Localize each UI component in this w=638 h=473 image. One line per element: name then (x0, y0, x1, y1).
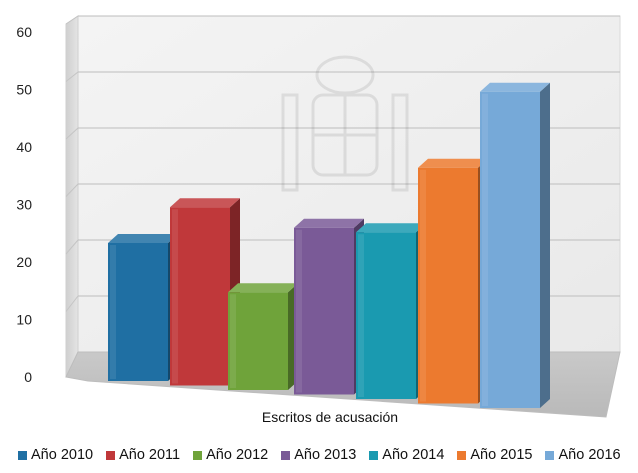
bar-top (356, 223, 426, 233)
bar-highlight (296, 229, 302, 393)
bar-highlight (110, 245, 116, 379)
bar-front (418, 167, 478, 404)
bar-highlight (420, 169, 426, 402)
bar-top (170, 198, 240, 208)
gridline-side (65, 295, 79, 312)
legend-item: Año 2011 (106, 447, 180, 463)
bar-año-2015 (418, 158, 488, 404)
bar-highlight (172, 209, 178, 384)
gridline-side (65, 15, 79, 25)
legend-label: Año 2015 (470, 447, 533, 463)
gridline-side (65, 183, 79, 197)
y-tick-label: 60 (16, 24, 32, 40)
legend-item: Año 2010 (18, 447, 93, 463)
bar-highlight (230, 294, 236, 388)
legend-item: Año 2015 (457, 447, 532, 463)
y-tick-label: 40 (16, 139, 32, 155)
y-tick-label: 50 (16, 82, 32, 98)
y-tick-label: 10 (16, 312, 32, 328)
legend-label: Año 2014 (382, 447, 445, 463)
bar-front (228, 292, 288, 390)
bar-año-2016 (480, 82, 550, 408)
legend-swatch (369, 450, 379, 460)
legend-item: Año 2016 (545, 447, 621, 463)
y-tick-label: 30 (16, 197, 32, 213)
legend-label: Año 2012 (206, 447, 269, 463)
y-tick-label: 20 (16, 254, 32, 270)
bar-side (540, 82, 550, 408)
bar-año-2014 (356, 223, 426, 399)
bar-top (480, 82, 550, 92)
gridline-side (65, 239, 79, 255)
bar-front (480, 91, 540, 408)
legend-label: Año 2010 (31, 447, 94, 463)
chart-legend: Año 2010 Año 2011 Año 2012 Año 2013 Año 2014… (18, 447, 621, 463)
bar-top (228, 283, 298, 293)
legend-swatch (193, 450, 203, 460)
legend-swatch (18, 450, 27, 460)
x-category-label: Escritos de acusación (262, 409, 398, 425)
legend-item: Año 2012 (193, 447, 268, 463)
bar-highlight (358, 234, 364, 397)
bar-front (108, 243, 168, 381)
bar-año-2012 (228, 283, 298, 390)
bar-top (418, 158, 488, 168)
bar-año-2010 (108, 234, 178, 381)
gridline-side (65, 127, 79, 140)
legend-swatch (545, 450, 555, 460)
legend-swatch (457, 450, 467, 460)
bar-top (294, 218, 364, 228)
legend-swatch (106, 450, 116, 460)
coat-of-arms-watermark (281, 55, 409, 192)
side-wall (65, 15, 79, 378)
gridline-side (65, 71, 79, 82)
legend-item: Año 2014 (369, 447, 444, 463)
bar-top (108, 234, 178, 243)
bar-front (170, 207, 230, 386)
legend-item: Año 2013 (281, 447, 356, 463)
legend-swatch (281, 450, 291, 460)
bar-highlight (482, 93, 488, 406)
bar-año-2013 (294, 218, 364, 395)
y-tick-label: 0 (24, 369, 32, 385)
legend-label: Año 2016 (558, 447, 621, 463)
bar-front (294, 227, 354, 395)
legend-label: Año 2011 (119, 447, 181, 463)
legend-label: Año 2013 (294, 447, 357, 463)
bar-front (356, 232, 416, 399)
